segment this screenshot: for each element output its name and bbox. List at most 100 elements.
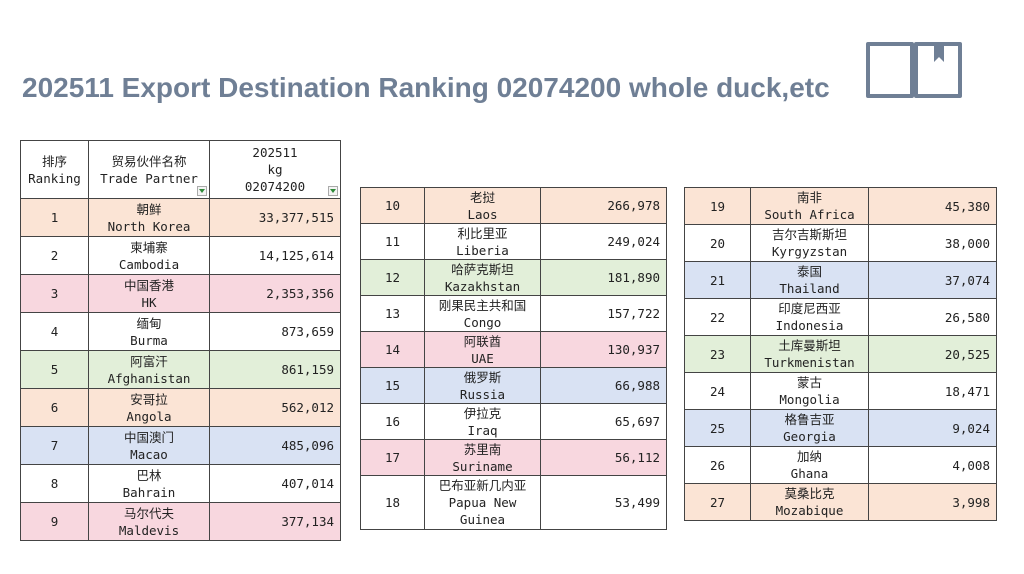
ranking-table-1: 排序 Ranking 贸易伙伴名称 Trade Partner 202511 k… [20,140,341,541]
header-partner-en: Trade Partner [100,170,198,186]
rank-cell: 8 [20,464,89,503]
partner-name-en: Iraq [467,422,498,438]
partner-cell: 苏里南 Suriname [424,439,541,476]
partner-cell: 南非 South Africa [750,187,869,225]
rank-cell: 14 [360,331,425,368]
value-cell: 2,353,356 [209,274,341,313]
table-row: 5 阿富汗 Afghanistan 861,159 [20,350,341,389]
rank-cell: 1 [20,198,89,237]
partner-name-cn: 马尔代夫 [123,505,174,521]
partner-name-cn: 柬埔寨 [130,239,168,255]
partner-cell: 柬埔寨 Cambodia [88,236,210,275]
partner-name-en: Afghanistan [107,370,191,386]
partner-name-cn: 巴林 [136,467,162,483]
partner-name-cn: 刚果民主共和国 [438,297,527,313]
rank-cell: 9 [20,502,89,541]
ranking-table-3: 19 南非 South Africa 45,380 20 吉尔吉斯斯坦 Kyrgyzstan… [684,187,997,521]
partner-name-cn: 加纳 [796,449,822,464]
partner-name-cn: 阿联酋 [463,333,502,349]
partner-name-cn: 俄罗斯 [463,369,502,385]
header-rank-en: Ranking [28,170,81,186]
header-unit: kg [267,162,283,177]
rank-cell: 23 [684,335,751,373]
table-row: 12 哈萨克斯坦 Kazakhstan 181,890 [360,259,667,296]
value-cell: 45,380 [868,187,997,225]
partner-name-en: HK [141,294,157,310]
table-row: 21 泰国 Thailand 37,074 [684,261,997,299]
partner-name-cn: 中国澳门 [123,429,174,445]
partner-name-cn: 南非 [796,190,822,205]
value-cell: 377,134 [209,502,341,541]
value-cell: 562,012 [209,388,341,427]
table-row: 20 吉尔吉斯斯坦 Kyrgyzstan 38,000 [684,224,997,262]
partner-name-en: Turkmenistan [764,355,855,370]
header-trade-partner: 贸易伙伴名称 Trade Partner [88,140,210,199]
partner-name-cn: 印度尼西亚 [778,301,841,316]
rank-cell: 21 [684,261,751,299]
partner-name-en: Bahrain [122,484,176,500]
partner-name-cn: 伊拉克 [463,405,502,421]
partner-cell: 中国香港 HK [88,274,210,313]
partner-cell: 莫桑比克 Mozabique [750,483,869,521]
partner-cell: 阿联酋 UAE [424,331,541,368]
partner-name-cn: 安哥拉 [130,391,168,407]
table-row: 23 土库曼斯坦 Turkmenistan 20,525 [684,335,997,373]
rank-cell: 22 [684,298,751,336]
partner-cell: 刚果民主共和国 Congo [424,295,541,332]
partner-name-cn: 蒙古 [796,375,822,390]
partner-name-en: UAE [471,350,494,366]
value-cell: 861,159 [209,350,341,389]
header-partner-cn: 贸易伙伴名称 [111,153,187,169]
value-cell: 53,499 [540,475,667,530]
table-row: 22 印度尼西亚 Indonesia 26,580 [684,298,997,336]
partner-name-en: North Korea [107,218,191,234]
partner-name-en: Congo [463,314,502,330]
ranking-table-2: 10 老挝 Laos 266,978 11 利比里亚 Liberia 249,024 12 哈萨克… [360,187,667,530]
rank-cell: 27 [684,483,751,521]
partner-cell: 格鲁吉亚 Georgia [750,409,869,447]
table-row: 11 利比里亚 Liberia 249,024 [360,223,667,260]
table-body: 1 朝鲜 North Korea 33,377,515 2 柬埔寨 Cambodia 14,1… [20,198,341,541]
partner-name-en: Kyrgyzstan [771,244,848,259]
table-row: 8 巴林 Bahrain 407,014 [20,464,341,503]
header-value: 202511 kg 02074200 [209,140,341,199]
value-cell: 65,697 [540,403,667,440]
table-body: 19 南非 South Africa 45,380 20 吉尔吉斯斯坦 Kyrgyzstan… [684,187,997,521]
value-cell: 249,024 [540,223,667,260]
partner-name-cn: 格鲁吉亚 [784,412,835,427]
rank-cell: 3 [20,274,89,313]
table-row: 27 莫桑比克 Mozabique 3,998 [684,483,997,521]
rank-cell: 16 [360,403,425,440]
filter-dropdown-icon[interactable] [328,186,338,196]
partner-name-en: Liberia [456,242,509,258]
value-cell: 33,377,515 [209,198,341,237]
table-row: 7 中国澳门 Macao 485,096 [20,426,341,465]
value-cell: 485,096 [209,426,341,465]
partner-cell: 哈萨克斯坦 Kazakhstan [424,259,541,296]
header-rank-cn: 排序 [41,153,67,169]
partner-name-cn: 缅甸 [136,315,162,331]
partner-cell: 印度尼西亚 Indonesia [750,298,869,336]
rank-cell: 24 [684,372,751,410]
partner-cell: 阿富汗 Afghanistan [88,350,210,389]
partner-name-en: Mongolia [779,392,840,407]
header-ranking: 排序 Ranking [20,140,89,199]
header-code: 02074200 [244,179,306,194]
table-row: 3 中国香港 HK 2,353,356 [20,274,341,313]
partner-name-en: Papua New Guinea [448,495,517,527]
table-row: 25 格鲁吉亚 Georgia 9,024 [684,409,997,447]
partner-name-en: Georgia [783,429,836,444]
table-row: 26 加纳 Ghana 4,008 [684,446,997,484]
partner-name-cn: 哈萨克斯坦 [451,261,514,277]
rank-cell: 11 [360,223,425,260]
rank-cell: 10 [360,187,425,224]
rank-cell: 25 [684,409,751,447]
partner-name-en: Angola [126,408,172,424]
value-cell: 157,722 [540,295,667,332]
table-row: 18 巴布亚新几内亚 Papua New Guinea 53,499 [360,475,667,530]
filter-dropdown-icon[interactable] [197,186,207,196]
partner-name-en: Suriname [452,458,513,474]
partner-cell: 马尔代夫 Maldevis [88,502,210,541]
value-cell: 407,014 [209,464,341,503]
partner-name-en: Indonesia [775,318,844,333]
